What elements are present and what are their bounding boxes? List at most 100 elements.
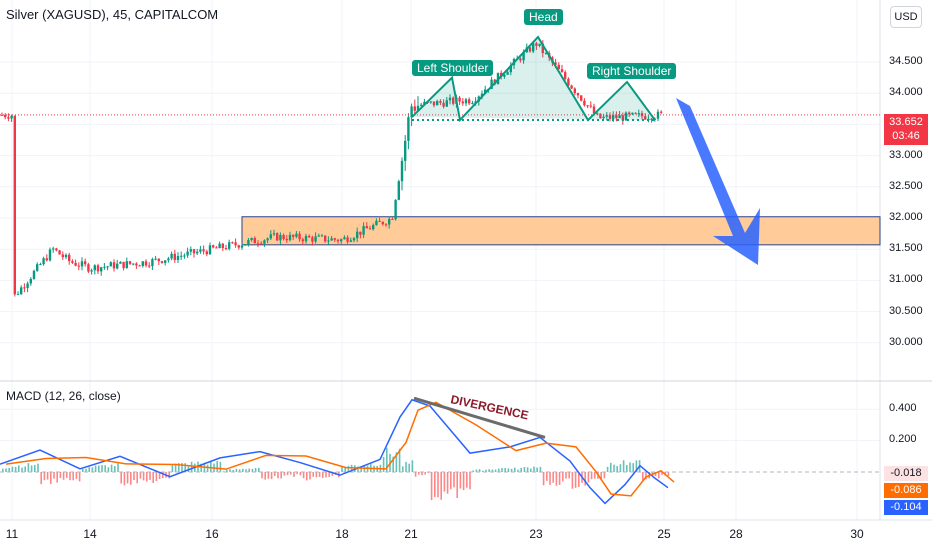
candle-body bbox=[461, 101, 464, 104]
candle-body bbox=[573, 88, 576, 94]
macd-hist-bar bbox=[206, 464, 209, 472]
candle-body bbox=[468, 99, 471, 104]
candle-body bbox=[295, 233, 298, 237]
candle-body bbox=[618, 115, 621, 119]
macd-hist-bar bbox=[200, 463, 202, 472]
candle-body bbox=[282, 234, 285, 240]
macd-hist-bar bbox=[622, 460, 625, 472]
candle-body bbox=[132, 263, 135, 265]
macd-hist-bar bbox=[37, 463, 39, 472]
macd-hist-bar bbox=[411, 460, 414, 472]
candle-body bbox=[205, 251, 208, 255]
macd-hist-bar bbox=[293, 472, 295, 477]
candle-body bbox=[68, 254, 71, 262]
macd-hist-bar bbox=[181, 463, 183, 472]
macd-hist-bar bbox=[146, 472, 148, 482]
candle-body bbox=[4, 114, 7, 118]
macd-hist-bar bbox=[555, 472, 558, 486]
macd-hist-bar bbox=[2, 468, 4, 472]
macd-hist-bar bbox=[600, 472, 602, 481]
macd-title: MACD (12, 26, close) bbox=[6, 389, 121, 403]
macd-hist-bar bbox=[142, 472, 145, 481]
candle-body bbox=[400, 160, 404, 182]
candle-body bbox=[612, 115, 615, 119]
candle-body bbox=[212, 245, 215, 248]
macd-hist-bar bbox=[126, 472, 129, 484]
candle-body bbox=[144, 261, 148, 266]
candle-body bbox=[234, 242, 237, 246]
candle-body bbox=[218, 243, 221, 249]
candle-body bbox=[256, 243, 260, 245]
macd-hist-bar bbox=[274, 472, 276, 476]
candle-body bbox=[340, 239, 343, 242]
macd-hist-bar bbox=[216, 461, 218, 472]
time-tick: 28 bbox=[729, 527, 743, 541]
macd-hist-bar bbox=[606, 466, 609, 472]
candle-body bbox=[160, 261, 164, 263]
macd-hist-bar bbox=[645, 472, 647, 480]
candle-body bbox=[167, 258, 170, 261]
macd-hist-bar bbox=[21, 467, 23, 472]
macd-hist-bar bbox=[437, 472, 439, 498]
macd-hist-bar bbox=[72, 472, 74, 481]
candle-body bbox=[327, 240, 330, 242]
candle-body bbox=[74, 262, 77, 266]
macd-hist-bar bbox=[565, 472, 567, 479]
candle-body bbox=[192, 249, 196, 254]
macd-hist-bar bbox=[488, 469, 490, 472]
candle-body bbox=[154, 258, 157, 260]
macd-hist-bar bbox=[40, 472, 42, 485]
candle-body bbox=[23, 287, 26, 289]
candle-body bbox=[490, 79, 493, 89]
candle-body bbox=[554, 62, 557, 65]
candle-body bbox=[288, 234, 292, 241]
macd-hist-bar bbox=[328, 472, 330, 477]
macd-hist-bar bbox=[562, 472, 564, 482]
left-shoulder-label: Left Shoulder bbox=[412, 60, 494, 76]
candle-body bbox=[224, 248, 228, 250]
macd-hist-bar bbox=[440, 472, 442, 500]
macd-hist-bar bbox=[302, 472, 305, 479]
macd-hist-bar bbox=[587, 472, 590, 483]
macd-hist-bar bbox=[514, 467, 516, 472]
macd-hist-bar bbox=[501, 468, 503, 472]
candle-body bbox=[141, 261, 144, 266]
candle-body bbox=[436, 101, 439, 106]
macd-hist-bar bbox=[174, 463, 177, 472]
macd-hist-bar bbox=[219, 461, 222, 472]
candle-body bbox=[240, 245, 244, 248]
price-tick: 34.500 bbox=[889, 55, 923, 67]
macd-hist-bar bbox=[24, 466, 26, 472]
macd-hist-bar bbox=[306, 472, 308, 481]
macd-hist-bar bbox=[133, 472, 135, 480]
currency-button[interactable]: USD bbox=[890, 6, 922, 28]
macd-hist-bar bbox=[114, 466, 116, 472]
candle-body bbox=[55, 248, 58, 251]
macd-hist-bar bbox=[30, 465, 33, 472]
macd-hist-bar bbox=[120, 472, 122, 484]
candle-body bbox=[439, 101, 442, 103]
macd-hist-bar bbox=[85, 468, 87, 472]
macd-hist-bar bbox=[667, 472, 670, 476]
macd-hist-bar bbox=[229, 469, 231, 472]
macd-hist-bar bbox=[245, 469, 247, 472]
macd-hist-bar bbox=[258, 467, 260, 472]
time-tick: 25 bbox=[657, 527, 671, 541]
macd-hist-bar bbox=[117, 463, 119, 472]
candle-body bbox=[378, 220, 381, 222]
macd-hist-bar bbox=[315, 472, 318, 478]
candle-body bbox=[448, 97, 452, 101]
macd-hist-bar bbox=[46, 472, 49, 480]
candle-body bbox=[87, 264, 90, 272]
candle-body bbox=[42, 258, 45, 265]
candle-body bbox=[119, 261, 122, 264]
macd-hist-bar bbox=[632, 463, 634, 472]
macd-hist-bar bbox=[264, 472, 266, 480]
candle-body bbox=[576, 93, 580, 96]
macd-hist-bar bbox=[59, 472, 62, 479]
signal-line bbox=[5, 401, 675, 497]
candle-body bbox=[26, 283, 29, 288]
macd-hist-bar bbox=[78, 472, 81, 482]
candle-body bbox=[29, 278, 32, 284]
